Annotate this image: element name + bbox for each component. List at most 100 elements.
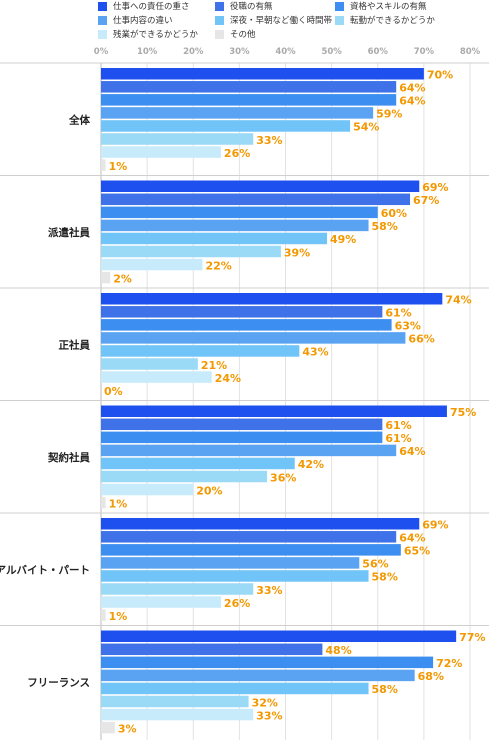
bar <box>101 457 295 470</box>
value-label: 33% <box>256 709 282 722</box>
category-label: アルバイト・パート <box>0 564 90 576</box>
bar <box>101 245 281 258</box>
x-tick-label: 80% <box>460 47 481 57</box>
legend-item: 残業ができるかどうか <box>98 28 198 40</box>
value-label: 65% <box>404 545 430 558</box>
bar <box>101 206 378 219</box>
value-label: 64% <box>399 82 425 95</box>
bar <box>101 669 415 682</box>
value-label: 58% <box>372 571 398 584</box>
legend-label: 転勤ができるかどうか <box>350 16 435 26</box>
x-tick-label: 10% <box>137 47 158 57</box>
bar <box>101 518 420 530</box>
bar <box>101 431 383 444</box>
legend-label: 深夜・早朝など働く時間帯 <box>230 16 333 26</box>
value-label: 21% <box>201 359 227 372</box>
legend-label: 資格やスキルの有無 <box>350 2 427 12</box>
x-tick-label: 50% <box>321 47 342 57</box>
x-tick-label: 70% <box>414 47 435 57</box>
bar <box>101 107 374 119</box>
category-label: 正社員 <box>59 338 91 351</box>
value-label: 1% <box>109 610 128 623</box>
bar <box>101 609 106 621</box>
value-label: 42% <box>298 458 324 471</box>
bar <box>101 444 397 457</box>
category-label: 契約社員 <box>47 451 90 464</box>
legend-item: その他 <box>215 28 256 40</box>
value-label: 22% <box>205 259 231 272</box>
bar <box>101 94 397 106</box>
legend-item: 仕事への責任の重さ <box>98 0 190 12</box>
value-label: 26% <box>224 597 250 610</box>
bar <box>101 570 369 582</box>
legend-label: 仕事への責任の重さ <box>113 2 190 12</box>
bar <box>101 293 443 305</box>
bar <box>101 643 323 656</box>
bar <box>101 405 447 417</box>
legend-swatch <box>98 29 107 39</box>
value-label: 49% <box>330 233 356 246</box>
value-label: 56% <box>362 558 388 571</box>
legend-swatch <box>215 29 224 39</box>
value-label: 72% <box>436 657 462 670</box>
bar <box>101 319 392 331</box>
legend-swatch <box>335 15 344 25</box>
value-label: 24% <box>215 372 241 385</box>
bar <box>101 120 351 132</box>
bar <box>101 81 397 93</box>
legend-item: 深夜・早朝など働く時間帯 <box>215 14 332 26</box>
bar <box>101 271 111 284</box>
value-label: 67% <box>413 194 439 207</box>
x-tick-label: 20% <box>183 47 204 57</box>
value-label: 20% <box>196 484 222 497</box>
legend-item: 資格やスキルの有無 <box>335 0 427 12</box>
value-label: 60% <box>381 207 407 220</box>
legend: 仕事への責任の重さ 役職の有無 資格やスキルの有無仕事内容の違い 深夜・早朝など働く時… <box>0 0 489 48</box>
value-label: 54% <box>353 121 379 134</box>
legend-item: 仕事内容の違い <box>98 14 173 26</box>
legend-item: 役職の有無 <box>215 0 273 12</box>
bar <box>101 232 328 245</box>
x-tick-label: 60% <box>368 47 389 57</box>
value-label: 33% <box>256 134 282 147</box>
value-label: 48% <box>325 644 351 657</box>
value-label: 1% <box>109 160 128 173</box>
bar <box>101 306 383 318</box>
bar <box>101 332 406 344</box>
value-label: 70% <box>427 69 453 82</box>
bar <box>101 133 254 145</box>
value-label: 61% <box>385 419 411 432</box>
bar <box>101 258 203 271</box>
value-label: 77% <box>459 631 485 644</box>
category-label: 派遣社員 <box>48 226 90 239</box>
value-label: 58% <box>372 220 398 233</box>
value-label: 1% <box>109 497 128 510</box>
value-label: 61% <box>385 307 411 320</box>
value-label: 63% <box>395 320 421 333</box>
bar <box>101 470 268 483</box>
bar <box>101 193 411 206</box>
bar <box>101 656 434 669</box>
bar <box>101 630 457 642</box>
bar <box>101 146 221 158</box>
bar <box>101 219 369 232</box>
value-label: 26% <box>224 147 250 160</box>
bar <box>101 358 198 370</box>
legend-label: 役職の有無 <box>230 2 273 12</box>
legend-swatch <box>335 1 344 11</box>
value-label: 69% <box>422 519 448 532</box>
value-label: 33% <box>256 584 282 597</box>
value-label: 2% <box>113 272 132 285</box>
bar <box>101 531 397 543</box>
legend-swatch <box>98 15 107 25</box>
value-label: 64% <box>399 445 425 458</box>
category-label: フリーランス <box>27 677 90 689</box>
legend-swatch <box>215 15 224 25</box>
x-tick-label: 0% <box>94 47 109 57</box>
bar <box>101 418 383 431</box>
value-label: 64% <box>399 95 425 108</box>
legend-label: 仕事内容の違い <box>113 16 173 26</box>
bar <box>101 695 249 708</box>
value-label: 58% <box>372 683 398 696</box>
